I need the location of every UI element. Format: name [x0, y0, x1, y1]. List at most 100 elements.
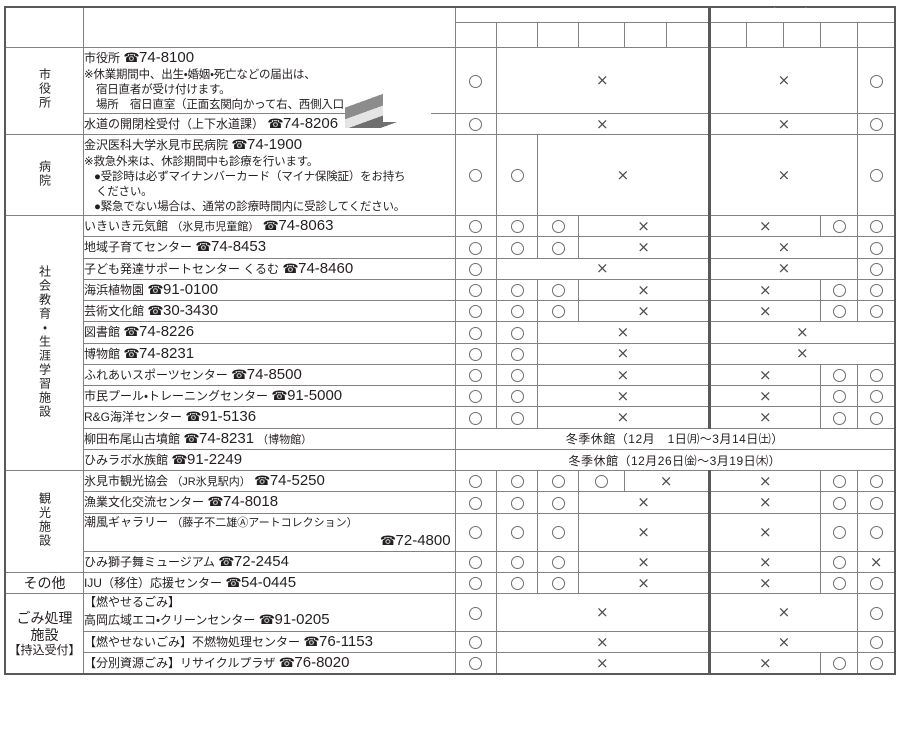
- facility-name: ひみ獅子舞ミュージアム: [83, 554, 215, 569]
- status-cell: [454, 321, 497, 344]
- header-day-number: 5日: [865, 21, 887, 36]
- table-body: 市役所 市役所 ☎74-8100 ※休業期間中、出生・婚姻・死亡などの届出は、 宿日直…: [4, 46, 896, 675]
- facility-phone: 74-8226: [139, 323, 195, 341]
- header-day-weekday: ㈯: [796, 35, 808, 47]
- table-row: 社会教育・生涯学習施設 いきいき元気館 （氷見市児童館） ☎74-8063 × ×: [4, 215, 896, 472]
- status-cell: [857, 630, 896, 653]
- closed-mark: ×: [595, 603, 609, 622]
- closed-mark: ×: [595, 114, 609, 133]
- facility-name-cell: ひみラボ水族館 ☎91-2249: [82, 448, 456, 472]
- table-row: 図書館 ☎74-8226 × ×: [5, 321, 896, 344]
- status-cell: ×: [495, 651, 710, 675]
- open-mark: [469, 636, 483, 650]
- open-mark: [510, 556, 524, 570]
- phone-icon: ☎: [303, 633, 320, 649]
- status-cell: [495, 278, 539, 302]
- closed-mark: ×: [616, 344, 630, 363]
- header-day-27: 27日㈯: [495, 21, 539, 48]
- status-cell: ×: [495, 593, 710, 632]
- table-row: 柳田布尾山古墳館 ☎74-8231 （博物館） 冬季休館（12月 1日㈪～3月14…: [5, 427, 896, 450]
- phone-icon: ☎: [123, 345, 140, 361]
- category-cell-garbage: ごみ処理 施設 【持込受付】: [4, 593, 84, 675]
- table-row: R&G海洋センター ☎91-5136 × ×: [5, 406, 896, 429]
- status-cell: [857, 278, 896, 302]
- status-cell: [820, 550, 859, 574]
- open-mark: [510, 526, 524, 540]
- header-day-number: 2日: [754, 21, 776, 36]
- table-row: 市役所 市役所 ☎74-8100 ※休業期間中、出生・婚姻・死亡などの届出は、 宿日直…: [4, 46, 896, 136]
- status-cell: [454, 406, 497, 429]
- facility-phone: 91-0100: [163, 280, 219, 298]
- open-mark: [469, 74, 483, 88]
- status-cell: ×: [578, 215, 710, 238]
- open-mark: [469, 411, 483, 425]
- open-mark: [469, 390, 483, 404]
- open-mark: [469, 577, 483, 591]
- facility-name-tail: （博物館）: [254, 433, 313, 446]
- category-cell-other: その他: [4, 572, 84, 595]
- city-hall-photo: [345, 76, 431, 128]
- facility-phone: 91-2249: [187, 450, 243, 468]
- phone-icon: ☎: [262, 218, 279, 234]
- open-mark: [510, 390, 524, 404]
- status-cell: ×: [707, 385, 822, 408]
- status-cell: [578, 470, 625, 493]
- closed-mark: ×: [637, 552, 650, 571]
- closed-mark: ×: [616, 408, 630, 427]
- closed-mark: ×: [759, 552, 772, 571]
- facility-name: 芸術文化館: [83, 304, 144, 319]
- phone-icon: ☎: [147, 281, 164, 297]
- table-row: 市民プール・トレーニングセンター ☎91-5000 × ×: [5, 385, 896, 408]
- closed-mark: ×: [759, 301, 772, 320]
- category-label-line: 施設: [30, 626, 59, 643]
- open-mark: [469, 475, 483, 489]
- phone-icon: ☎: [218, 553, 234, 569]
- closed-mark: ×: [777, 259, 791, 278]
- status-cell: [495, 215, 539, 238]
- closed-mark: ×: [777, 632, 791, 651]
- status-cell: [537, 300, 580, 323]
- closed-mark: ×: [616, 365, 630, 384]
- status-cell: [454, 112, 497, 136]
- open-mark: [869, 74, 883, 88]
- status-cell: [857, 134, 896, 217]
- table-row: 病院 金沢医科大学氷見市民病院 ☎74-1900 ※救急外来は、休診期間中も診療を行…: [4, 134, 896, 217]
- header-row-month: 施設 区分 施設名・電話番号 12月 令和8年1月: [4, 6, 896, 48]
- open-mark: [869, 657, 883, 671]
- facility-name: 柳田布尾山古墳館: [83, 431, 180, 446]
- closed-mark: ×: [759, 280, 772, 299]
- status-cell: [820, 363, 859, 387]
- facility-name-cell: 博物館 ☎74-8231: [82, 342, 456, 365]
- facility-title-line: 市役所 ☎74-8100: [84, 48, 455, 68]
- status-cell: ×: [578, 512, 710, 552]
- open-mark: [869, 118, 883, 132]
- status-cell: ×: [707, 215, 822, 238]
- table-row: 博物館 ☎74-8231 × ×: [5, 342, 896, 365]
- facility-name-sub: （氷見市児童館）: [171, 221, 260, 234]
- status-cell: [454, 385, 497, 408]
- phone-icon: ☎: [254, 473, 270, 489]
- phone-icon: ☎: [258, 612, 275, 628]
- open-mark: [869, 636, 883, 650]
- header-day-number: 4日: [828, 21, 850, 36]
- winter-closure-note: 冬季休館（12月 1日㈪～3月14日㈯）: [454, 427, 896, 450]
- facility-phone: 76-8020: [294, 653, 350, 671]
- status-cell: ×: [707, 406, 822, 429]
- status-cell: [495, 342, 539, 365]
- category-label-line: ごみ処理: [16, 610, 73, 627]
- facility-phone: 91-5000: [287, 387, 343, 405]
- status-cell: [454, 363, 497, 387]
- open-mark: [869, 305, 883, 319]
- facility-phone: 74-8500: [246, 365, 302, 383]
- header-day-1: 1日㈭: [707, 21, 747, 48]
- facility-name: 博物館: [83, 346, 120, 361]
- status-cell: ×: [857, 550, 896, 574]
- closed-mark: ×: [777, 165, 791, 184]
- status-cell: ×: [537, 321, 710, 344]
- facility-name-cell: いきいき元気館 （氷見市児童館） ☎74-8063: [82, 215, 456, 238]
- status-cell: ×: [707, 278, 822, 302]
- status-cell: [454, 236, 497, 259]
- facility-phone-line: ☎72-4800: [84, 531, 455, 551]
- status-cell: ×: [707, 321, 896, 344]
